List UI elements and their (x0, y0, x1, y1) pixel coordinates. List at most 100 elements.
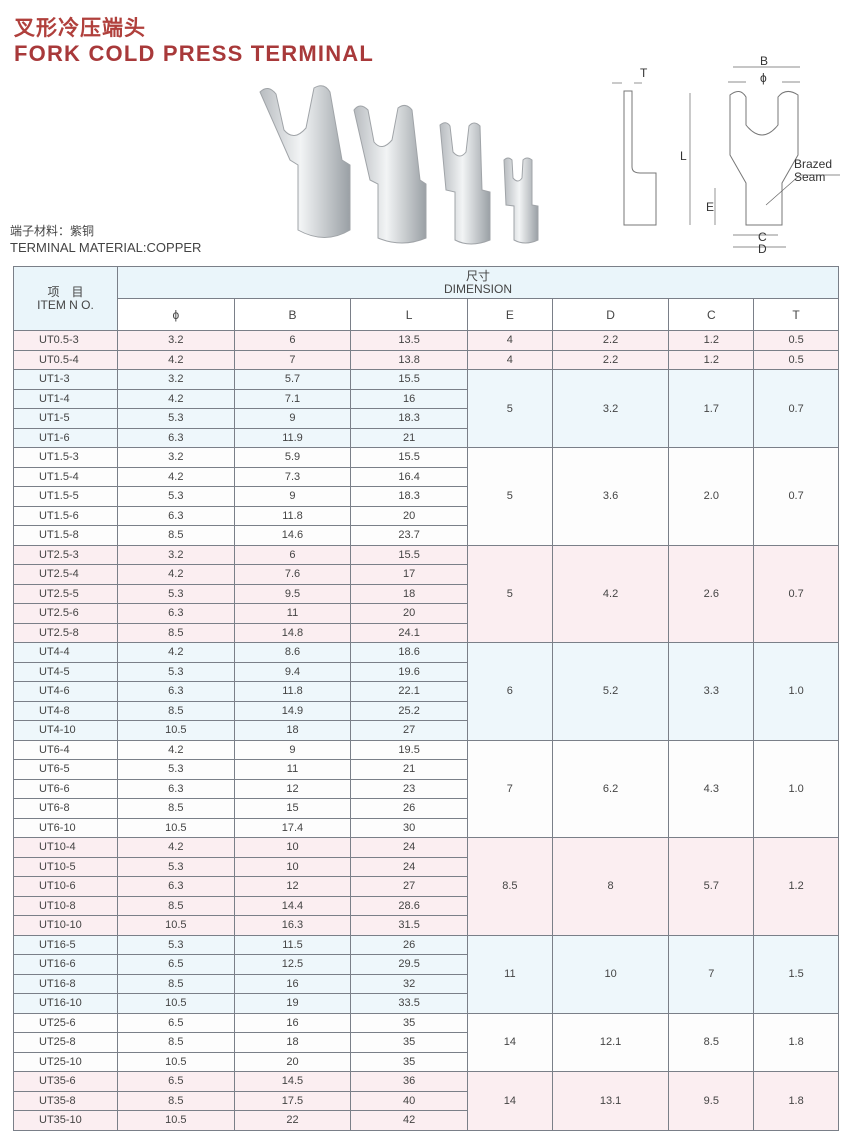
dimension-D-cell: 3.6 (551, 447, 670, 546)
item-number: UT6-4 (13, 739, 118, 760)
dimension-cell: 15 (233, 798, 352, 819)
dimension-cell: 11.8 (233, 505, 352, 526)
dimension-cell: 3.2 (117, 330, 235, 351)
table-row: UT0.5-3 3.2 6 13.5 4 2.2 1.2 0.5 (13, 330, 839, 351)
column-header: C (668, 298, 755, 331)
dimension-T-cell: 1.0 (753, 642, 839, 741)
table-row: UT4-6 6.3 11.8 22.1 (13, 681, 839, 702)
dimension-E-cell: 6 (466, 642, 553, 741)
table-row: UT6-10 10.5 17.4 30 (13, 817, 839, 838)
item-number: UT25-10 (13, 1051, 118, 1072)
dimension-header-en: DIMENSION (443, 281, 512, 296)
item-number: UT1-3 (13, 369, 118, 390)
dimension-D-cell: 4.2 (551, 544, 670, 643)
item-number: UT1-6 (13, 427, 118, 448)
dimension-cell: 10.5 (117, 720, 235, 741)
item-number: UT6-5 (13, 759, 118, 780)
dimension-cell: 14.4 (233, 895, 352, 916)
dimension-E-cell: 5 (466, 369, 553, 448)
dimension-cell: 18.6 (350, 642, 468, 663)
dimension-cell: 5.3 (117, 661, 235, 682)
dimension-T-cell: 1.8 (753, 1071, 839, 1131)
title-chinese: 叉形冷压端头 (14, 17, 146, 40)
item-header-cn: 项 目 (47, 284, 84, 299)
dimension-cell: 5.3 (117, 856, 235, 877)
dimension-cell: 18 (350, 583, 468, 604)
table-row: UT2.5-5 5.3 9.5 18 (13, 583, 839, 604)
dimension-cell: 24.1 (350, 622, 468, 643)
item-number: UT4-10 (13, 720, 118, 741)
dimension-cell: 8.5 (117, 895, 235, 916)
dimension-cell: 35 (350, 1051, 468, 1072)
item-number: UT6-10 (13, 817, 118, 838)
dimension-T-cell: 1.8 (753, 1012, 839, 1072)
column-header: ϕ (117, 298, 235, 331)
item-number: UT16-5 (13, 934, 118, 955)
dimension-cell: 18 (233, 1032, 352, 1053)
item-number: UT10-8 (13, 895, 118, 916)
dimension-cell: 20 (350, 505, 468, 526)
dimension-cell: 24 (350, 837, 468, 858)
dimension-cell: 17.5 (233, 1090, 352, 1111)
dimension-T-cell: 1.2 (753, 837, 839, 936)
dimension-cell: 4.2 (117, 564, 235, 585)
terminal-photo-smallest (503, 157, 539, 244)
dimension-cell: 12.5 (233, 954, 352, 975)
dimension-cell: 11.8 (233, 681, 352, 702)
table-row: UT35-10 10.5 22 42 (13, 1110, 839, 1131)
item-number: UT2.5-3 (13, 544, 118, 565)
dimension-cell: 8.5 (117, 1090, 235, 1111)
table-row: UT35-8 8.5 17.5 40 (13, 1090, 839, 1111)
dimension-cell: 20 (350, 603, 468, 624)
dimension-cell: 7.1 (233, 388, 352, 409)
dimension-cell: 11 (233, 603, 352, 624)
dimension-cell: 14.9 (233, 700, 352, 721)
dimension-D-cell: 5.2 (551, 642, 670, 741)
dimension-cell: 5.3 (117, 583, 235, 604)
item-number: UT25-8 (13, 1032, 118, 1053)
dimension-cell: 19 (233, 993, 352, 1014)
label-B: B (760, 55, 768, 68)
dimension-cell: 10.5 (117, 817, 235, 838)
table-row: UT1-3 3.2 5.7 15.5 5 3.2 1.7 0.7 (13, 369, 839, 448)
item-number: UT4-4 (13, 642, 118, 663)
table-row: UT10-6 6.3 12 27 (13, 876, 839, 897)
dimension-cell: 35 (350, 1032, 468, 1053)
label-seam: Seam (794, 170, 825, 184)
item-number: UT10-10 (13, 915, 118, 936)
dimension-T-cell: 0.7 (753, 447, 839, 546)
dimension-E-cell: 4 (466, 330, 553, 351)
label-T: T (640, 66, 648, 80)
dimension-cell: 17 (350, 564, 468, 585)
dimension-cell: 8.5 (117, 1032, 235, 1053)
dimension-cell: 35 (350, 1012, 468, 1033)
table-row: UT10-4 4.2 10 24 8.5 8 5.7 1.2 (13, 837, 839, 936)
item-number: UT2.5-4 (13, 564, 118, 585)
item-number: UT4-5 (13, 661, 118, 682)
dimension-T-cell: 0.7 (753, 369, 839, 448)
dimension-cell: 10 (233, 837, 352, 858)
table-row: UT2.5-3 3.2 6 15.5 5 4.2 2.6 0.7 (13, 544, 839, 643)
dimension-cell: 4.2 (117, 466, 235, 487)
dimension-cell: 23 (350, 778, 468, 799)
dimension-T-cell: 0.5 (753, 330, 839, 351)
column-header: L (350, 298, 468, 331)
dimension-cell: 9 (233, 408, 352, 429)
dimension-E-cell: 5 (466, 447, 553, 546)
dimension-cell: 18 (233, 720, 352, 741)
dimension-cell: 11 (233, 759, 352, 780)
dimension-E-cell: 11 (466, 934, 553, 1014)
dimension-cell: 31.5 (350, 915, 468, 936)
dimension-cell: 13.8 (350, 349, 468, 370)
item-number: UT1.5-4 (13, 466, 118, 487)
dimension-cell: 9.4 (233, 661, 352, 682)
dimension-C-cell: 1.7 (668, 369, 755, 448)
item-number: UT2.5-5 (13, 583, 118, 604)
table-row: UT25-6 6.5 16 35 14 12.1 8.5 1.8 (13, 1012, 839, 1072)
dimension-D-cell: 2.2 (551, 330, 670, 351)
terminal-photos (259, 85, 539, 245)
dimension-cell: 16 (233, 1012, 352, 1033)
dimension-E-cell: 8.5 (466, 837, 553, 936)
table-row: UT1.5-8 8.5 14.6 23.7 (13, 525, 839, 546)
dimension-cell: 11.9 (233, 427, 352, 448)
